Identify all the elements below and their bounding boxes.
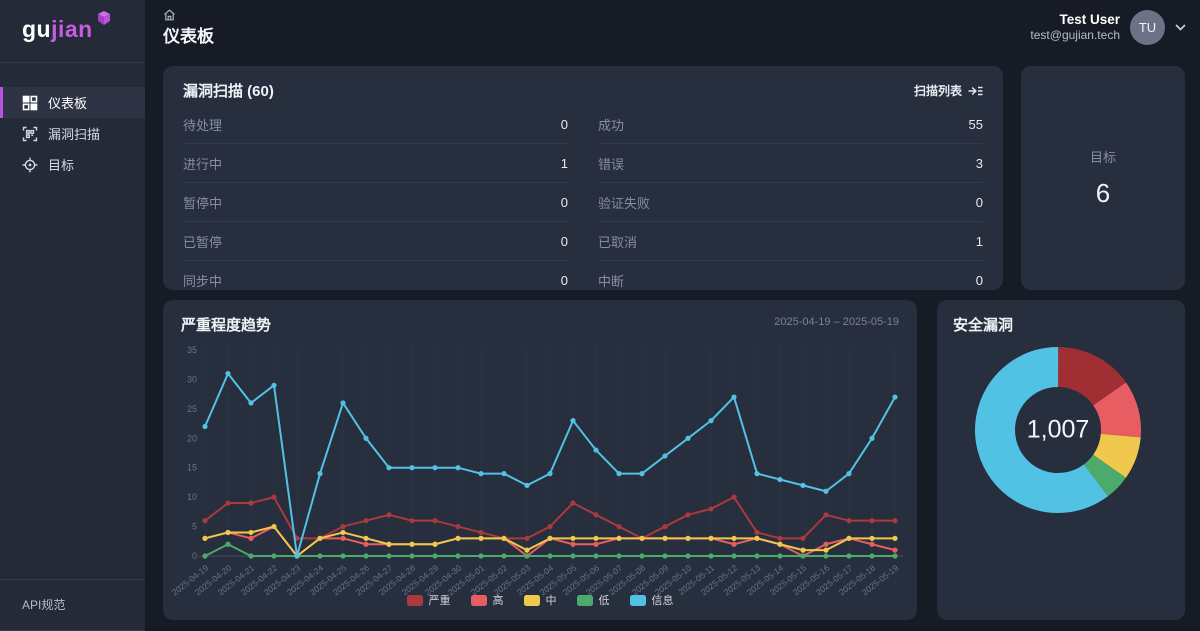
svg-text:30: 30	[187, 374, 197, 384]
brand-logo[interactable]: gujian	[0, 0, 145, 63]
user-email: test@gujian.tech	[1030, 28, 1120, 43]
dashboard-icon	[21, 94, 38, 111]
legend-item-high[interactable]: 高	[470, 592, 504, 608]
y-axis-labels: 0 5 10 15 20 25 30 35	[187, 345, 197, 561]
stat-row-interrupted: 中断 0	[598, 273, 983, 289]
legend-swatch-critical	[406, 594, 423, 606]
scan-summary-card: 漏洞扫描 (60) 扫描列表 待处理 0 进行中 1 暂停中 0 已暂停 0 同步中 0	[163, 66, 1003, 290]
scan-stats-right-column: 成功 55 错误 3 验证失败 0 已取消 1 中断 0	[598, 105, 983, 300]
legend-item-info[interactable]: 信息	[629, 592, 674, 608]
target-icon	[21, 156, 38, 173]
sidebar-item-label: 目标	[48, 158, 75, 173]
series-info	[202, 370, 898, 559]
sidebar-nav: 仪表板 漏洞扫描	[0, 87, 145, 180]
targets-value: 6	[1095, 178, 1111, 208]
svg-text:15: 15	[187, 463, 197, 473]
page-title: 仪表板	[163, 27, 214, 46]
chart-legend: 严重 高 中 低 信息	[163, 592, 917, 608]
stat-row-pausing: 暂停中 0	[183, 183, 568, 222]
scan-summary-title: 漏洞扫描 (60)	[183, 83, 274, 100]
sidebar-item-api-spec[interactable]: API规范	[22, 598, 66, 612]
stat-row-in-progress: 进行中 1	[183, 144, 568, 183]
sidebar-item-targets[interactable]: 目标	[0, 149, 145, 180]
stat-row-syncing: 同步中 0	[183, 273, 568, 289]
svg-text:35: 35	[187, 345, 197, 355]
severity-trend-title: 严重程度趋势	[181, 317, 272, 334]
stat-row-cancelled: 已取消 1	[598, 222, 983, 261]
donut-segment-info	[975, 347, 1141, 513]
legend-swatch-info	[629, 594, 646, 606]
targets-card: 目标 6	[1021, 66, 1185, 290]
scan-icon	[21, 125, 38, 142]
security-vuln-card: 安全漏洞 1,007	[937, 300, 1185, 620]
svg-text:5: 5	[192, 522, 197, 532]
stat-row-pending: 待处理 0	[183, 105, 568, 144]
legend-item-low[interactable]: 低	[576, 592, 610, 608]
brand-cube-icon	[98, 11, 110, 25]
severity-trend-card: 严重程度趋势 2025-04-19 – 2025-05-19 0 5 10 15 20 2…	[163, 300, 917, 620]
user-name: Test User	[1059, 11, 1120, 27]
sidebar-item-label: 仪表板	[48, 96, 88, 111]
svg-text:20: 20	[187, 433, 197, 443]
sidebar-item-vuln-scan[interactable]: 漏洞扫描	[0, 118, 145, 149]
severity-trend-chart: 051015202530352025-04-192025-04-202025-0…	[170, 345, 903, 597]
stat-row-success: 成功 55	[598, 105, 983, 144]
series-medium	[202, 523, 898, 559]
chevron-down-icon	[1175, 24, 1186, 31]
sidebar: gujian 仪表板	[0, 0, 145, 631]
legend-swatch-medium	[523, 594, 540, 606]
avatar[interactable]: TU	[1130, 10, 1165, 45]
severity-trend-date-range: 2025-04-19 – 2025-05-19	[774, 316, 899, 328]
scan-list-link-label: 扫描列表	[913, 84, 962, 98]
go-to-list-icon	[968, 86, 983, 95]
main-content: 仪表板 Test User test@gujian.tech TU 漏洞扫描 (…	[145, 0, 1200, 631]
security-vuln-title: 安全漏洞	[953, 317, 1014, 334]
series-low	[202, 541, 898, 559]
scan-stats-left-column: 待处理 0 进行中 1 暂停中 0 已暂停 0 同步中 0	[183, 105, 568, 300]
sidebar-item-label: 漏洞扫描	[48, 127, 101, 142]
brand-logo-text: gujian	[22, 16, 93, 42]
svg-text:10: 10	[187, 492, 197, 502]
svg-text:0: 0	[192, 551, 197, 561]
sidebar-item-dashboard[interactable]: 仪表板	[0, 87, 145, 118]
vulnerability-donut-chart	[975, 347, 1141, 513]
legend-item-medium[interactable]: 中	[523, 592, 557, 608]
stat-row-paused: 已暂停 0	[183, 222, 568, 261]
scan-stats-grid: 待处理 0 进行中 1 暂停中 0 已暂停 0 同步中 0 成功 55 错误 3 验证失败 0 …	[183, 105, 983, 300]
sidebar-footer: API规范	[0, 579, 145, 631]
donut-segment-high	[975, 347, 1141, 513]
stat-row-error: 错误 3	[598, 144, 983, 183]
legend-item-critical[interactable]: 严重	[406, 592, 451, 608]
scan-list-link[interactable]: 扫描列表	[914, 82, 983, 99]
vuln-total-count: 1,007	[1026, 415, 1090, 444]
targets-label: 目标	[1089, 150, 1116, 165]
donut-segment-medium	[975, 347, 1141, 513]
legend-swatch-high	[470, 594, 487, 606]
stat-row-verify-failed: 验证失败 0	[598, 183, 983, 222]
user-menu[interactable]: Test User test@gujian.tech TU	[1030, 10, 1186, 45]
svg-text:25: 25	[187, 404, 197, 414]
legend-swatch-low	[576, 594, 593, 606]
user-info: Test User test@gujian.tech	[1030, 12, 1120, 44]
home-icon[interactable]	[163, 9, 176, 21]
